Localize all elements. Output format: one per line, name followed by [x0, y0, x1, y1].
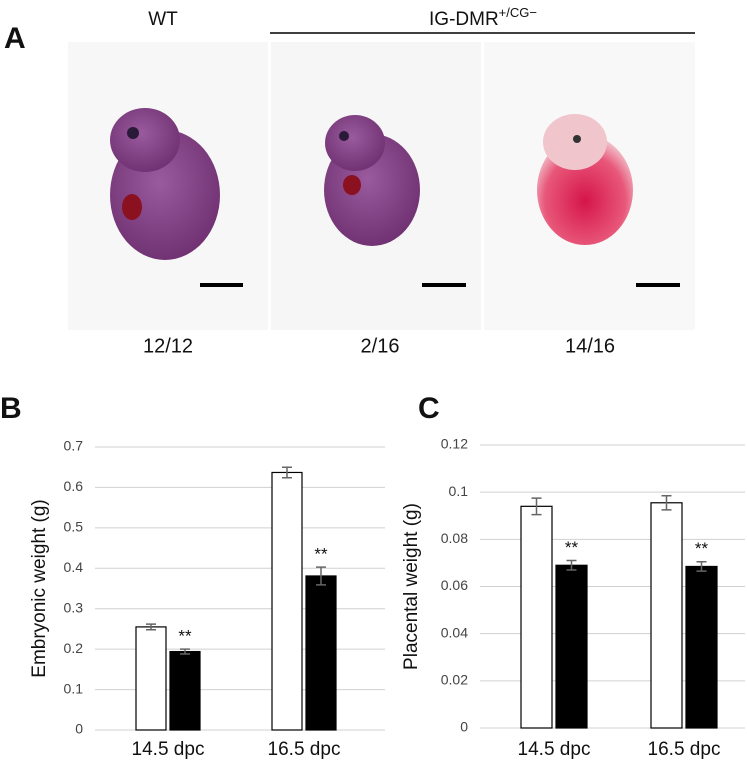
bar [169, 650, 201, 731]
embryo-mutant-2 [537, 114, 633, 245]
x-tick-label: 16.5 dpc [648, 739, 721, 760]
count-label: 12/12 [143, 335, 193, 357]
y-tick-label: 0.1 [64, 680, 84, 696]
bar [305, 575, 337, 731]
y-tick-label: 0.7 [64, 438, 84, 454]
x-tick-label: 14.5 dpc [132, 739, 205, 760]
y-tick-label: 0.6 [64, 478, 84, 494]
bar [555, 564, 588, 729]
error-bar [696, 560, 707, 572]
bar [520, 505, 553, 729]
y-tick-label: 0.1 [449, 483, 469, 499]
error-bar [661, 494, 672, 511]
panel-label: C [418, 392, 440, 425]
y-tick-label: 0.4 [64, 559, 84, 575]
embryo-wt [110, 108, 220, 260]
y-tick-label: 0 [460, 719, 468, 735]
x-tick-label: 14.5 dpc [518, 739, 591, 760]
significance-label: ** [565, 538, 579, 557]
count-label: 2/16 [361, 335, 400, 357]
significance-label: ** [314, 545, 328, 564]
x-tick-label: 16.5 dpc [268, 739, 341, 760]
embryo-mutant-1 [324, 115, 420, 246]
count-label: 14/16 [565, 335, 615, 357]
y-tick-label: 0.12 [441, 436, 468, 452]
significance-label: ** [178, 627, 192, 646]
panel-label: A [4, 22, 26, 55]
bar [135, 626, 167, 731]
significance-label: ** [695, 539, 709, 558]
panel-label: B [0, 392, 22, 425]
y-tick-label: 0.2 [64, 640, 84, 656]
error-bar [316, 566, 326, 586]
error-bar [282, 466, 292, 479]
y-tick-label: 0.5 [64, 519, 84, 535]
y-tick-label: 0.02 [441, 672, 468, 688]
y-tick-label: 0.3 [64, 599, 84, 615]
bar [271, 471, 303, 731]
error-bar [566, 559, 577, 571]
mutant-superscript: +/CG− [499, 5, 537, 20]
y-tick-label: 0.08 [441, 530, 468, 546]
y-tick-label: 0.06 [441, 577, 468, 593]
y-tick-label: 0 [75, 721, 83, 737]
error-bar [180, 648, 190, 655]
wt-label: WT [148, 9, 178, 30]
photo-panel [68, 32, 695, 330]
y-axis-label: Placental weight (g) [401, 503, 422, 670]
mutant-label: IG-DMR+/CG− [429, 5, 537, 30]
y-tick-label: 0.04 [441, 624, 468, 640]
y-axis-label: Embryonic weight (g) [29, 499, 50, 677]
bar [650, 502, 683, 729]
bar [685, 565, 718, 729]
error-bar [531, 497, 542, 516]
mutant-name: IG-DMR [429, 9, 499, 30]
error-bar [146, 623, 156, 631]
